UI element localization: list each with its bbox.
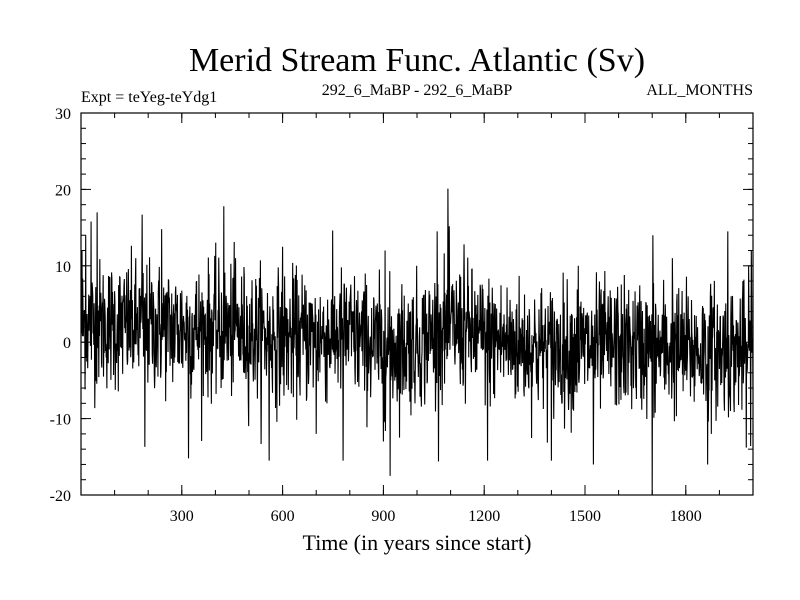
chart-title: Merid Stream Func. Atlantic (Sv)	[189, 42, 645, 79]
x-tick-label: 900	[371, 508, 395, 525]
y-tick-label: 10	[55, 259, 71, 276]
months-label: ALL_MONTHS	[646, 82, 753, 99]
y-tick-label: 0	[63, 335, 71, 352]
x-tick-label: 1800	[670, 508, 702, 525]
x-tick-label: 300	[170, 508, 194, 525]
x-tick-label: 1500	[569, 508, 601, 525]
plot-frame	[80, 112, 754, 496]
x-axis-label: Time (in years since start)	[303, 530, 532, 555]
axis-ticks: 300 600 900 1200 1500 1800 -20 -10 0 10 20 30	[50, 106, 753, 525]
y-tick-label: 20	[55, 182, 71, 199]
y-tick-label: -10	[50, 412, 71, 429]
experiment-label: Expt = teYeg-teYdg1	[81, 89, 217, 106]
plot-line-layer	[80, 188, 754, 496]
y-tick-label: 30	[55, 106, 71, 123]
x-tick-label: 1200	[468, 508, 500, 525]
x-tick-label: 600	[271, 508, 295, 525]
period-label: 292_6_MaBP - 292_6_MaBP	[322, 82, 513, 99]
series-line-stream-function	[80, 188, 754, 496]
y-tick-label: -20	[50, 488, 71, 505]
